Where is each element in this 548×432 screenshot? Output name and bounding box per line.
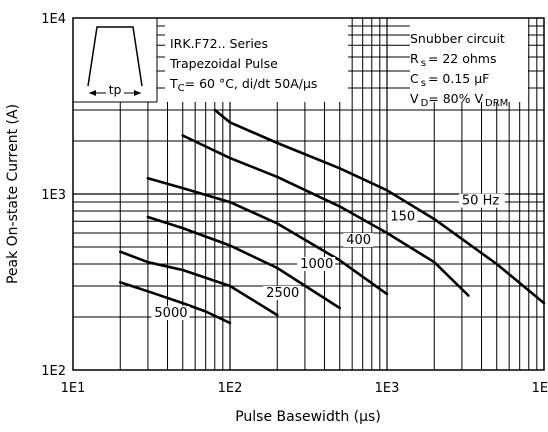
pulse-label-bg: [106, 83, 124, 97]
series-line-1: [181, 134, 470, 297]
series-label-bg: [297, 256, 336, 271]
x-tick-label: 1E2: [218, 381, 243, 396]
arrow-left-icon: [89, 90, 96, 96]
y-tick-label: 1E4: [41, 12, 66, 27]
series-label: 2500: [266, 286, 299, 301]
series-label-group-3: 1000: [297, 256, 336, 272]
series-label-bg: [151, 306, 190, 321]
series-label: 5000: [154, 306, 187, 321]
series-label: 400: [346, 233, 371, 248]
series-label: 50 Hz: [462, 194, 499, 209]
pulse-type: Trapezoidal Pulse: [169, 56, 278, 71]
series-label: 1000: [300, 257, 333, 272]
series-label-group-2: 400: [343, 232, 374, 248]
device-info-box: [165, 18, 348, 102]
series-label-group-1: 150: [387, 209, 418, 225]
series-name: IRK.F72.. Series: [170, 36, 268, 51]
y-tick-labels: 1E2 1E3 1E4: [41, 12, 66, 379]
y-tick-label: 1E2: [41, 364, 66, 379]
snubber-title: Snubber circuit: [410, 31, 505, 46]
plot-frame: [72, 17, 545, 371]
series-label: 150: [390, 210, 415, 225]
annotation-boxes: tp IRK.F72.. Series Trapezoidal Pulse TC…: [72, 17, 528, 109]
series-line-3: [146, 215, 341, 310]
arrow-right-icon: [134, 90, 141, 96]
series-line-2: [146, 176, 389, 296]
series-label-group-0: 50 Hz: [458, 193, 505, 209]
series-label-group-5: 5000: [151, 306, 190, 321]
x-tick-labels: 1E1 1E2 1E3 1E4: [61, 381, 548, 396]
series-line-0: [213, 108, 546, 305]
x-tick-label: 1E1: [61, 381, 86, 396]
x-axis-title: Pulse Basewidth (µs): [235, 409, 381, 425]
case-temp: TC= 60 °C, di/dt 50A/µs: [169, 76, 317, 94]
curves: [119, 108, 546, 325]
series-label-bg: [263, 285, 302, 300]
series-label-bg: [458, 193, 505, 208]
snubber-voltage: V D= 80% V DRM: [410, 91, 508, 109]
pulse-label: tp: [109, 82, 122, 97]
series-label-group-4: 2500: [263, 285, 302, 301]
x-tick-label: 1E4: [532, 381, 548, 396]
y-axis-title: Peak On-state Current (A): [5, 104, 21, 284]
y-tick-label: 1E3: [41, 188, 66, 203]
pulse-shape: [87, 26, 143, 87]
series-label-bg: [387, 209, 418, 224]
series-line-5: [119, 281, 232, 325]
series-label-bg: [343, 232, 374, 247]
series-line-4: [119, 250, 279, 317]
snubber-box: [410, 18, 528, 102]
x-tick-label: 1E3: [375, 381, 400, 396]
